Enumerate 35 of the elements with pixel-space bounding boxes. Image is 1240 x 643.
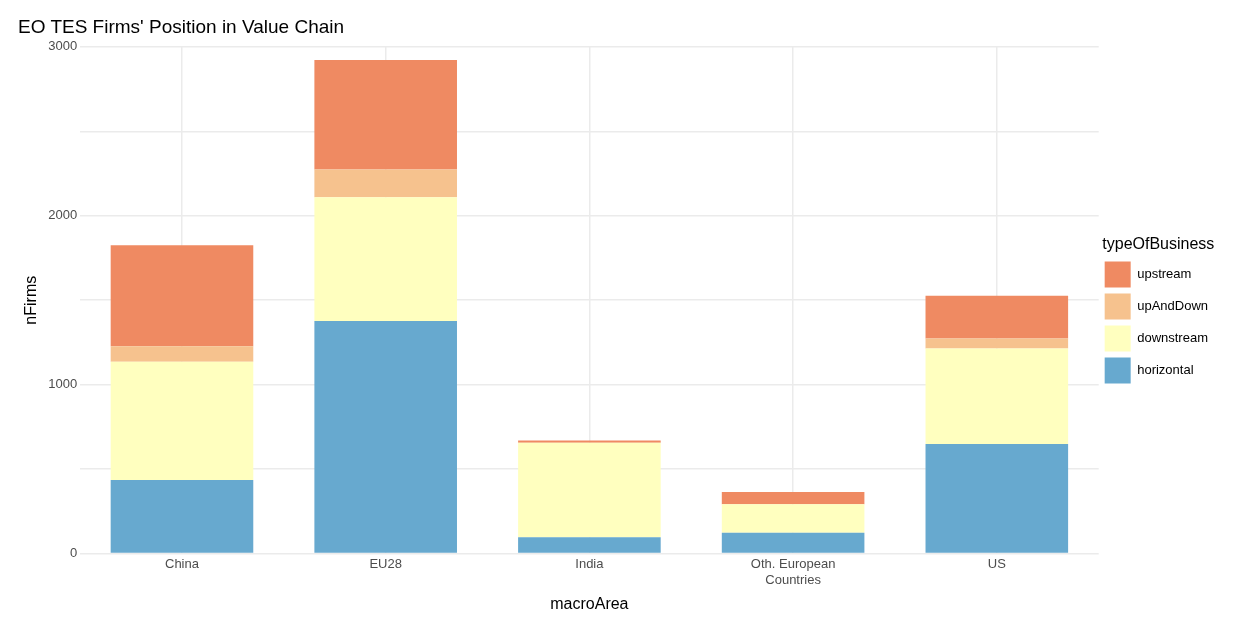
bar	[721, 504, 865, 533]
bar	[314, 59, 457, 170]
y-tick-label: 1000	[48, 376, 78, 392]
bar	[314, 169, 457, 198]
bar	[110, 346, 254, 362]
bar	[518, 537, 661, 553]
legend-label: horizontal	[1137, 362, 1194, 378]
x-tick-label: EU28	[369, 555, 402, 571]
legend-label: downstream	[1137, 330, 1208, 346]
bar	[721, 532, 865, 553]
y-tick-label: 2000	[48, 207, 78, 223]
legend-label: upAndDown	[1137, 298, 1208, 314]
bar	[110, 480, 254, 553]
bar	[314, 197, 457, 321]
y-tick-label: 3000	[48, 38, 78, 54]
x-axis-title: macroArea	[550, 594, 629, 612]
x-tick-label: India	[575, 555, 605, 571]
y-axis-title: nFirms	[22, 275, 40, 325]
bar	[518, 442, 661, 538]
bar	[314, 320, 457, 553]
bar	[925, 295, 1069, 339]
legend-label: upstream	[1137, 266, 1192, 282]
bar	[110, 361, 254, 481]
y-tick-label: 0	[69, 545, 78, 561]
x-tick-label: Oth. European Countries	[750, 555, 836, 587]
legend-title: typeOfBusiness	[1102, 234, 1215, 252]
bar	[925, 348, 1069, 444]
bar	[925, 443, 1069, 553]
chart-title: EO TES Firms' Position in Value Chain	[18, 15, 345, 37]
x-tick-label: China	[164, 555, 200, 571]
bar	[518, 440, 661, 443]
x-tick-label: US	[987, 555, 1007, 571]
bar	[925, 338, 1069, 349]
bar	[721, 492, 865, 505]
bar	[110, 245, 254, 347]
